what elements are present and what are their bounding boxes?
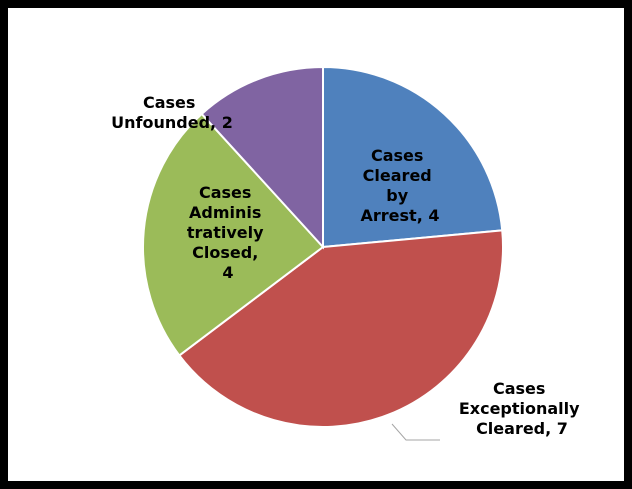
- data-label-line: Arrest, 4: [361, 206, 440, 225]
- pie-slice: [142, 112, 325, 357]
- data-label-line: by: [386, 186, 413, 205]
- data-label-line: Cases: [371, 146, 429, 165]
- data-label-line: Unfounded, 2: [111, 113, 233, 132]
- data-label-line: Exceptionally: [459, 399, 585, 418]
- data-label-line: Cleared: [363, 166, 438, 185]
- pie-slice: [322, 65, 504, 249]
- data-label: Cases Adminis tratively Closed, 4: [187, 183, 269, 282]
- data-label-line: Closed,: [192, 243, 264, 262]
- data-label-line: Cases: [199, 183, 257, 202]
- data-label-line: Cleared, 7: [476, 419, 568, 438]
- data-label-line: Cases: [143, 93, 201, 112]
- data-label: Cases Exceptionally Cleared, 7: [459, 379, 585, 438]
- data-label-line: 4: [222, 263, 233, 282]
- leader-line: [391, 423, 440, 441]
- data-label: Cases Unfounded, 2: [111, 93, 233, 132]
- data-label: Cases Cleared by Arrest, 4: [361, 146, 440, 225]
- data-label-line: tratively: [187, 223, 269, 242]
- pie-slice: [200, 65, 324, 250]
- data-label-line: Adminis: [189, 203, 267, 222]
- pie-slice: [177, 229, 504, 428]
- data-label-line: Cases: [493, 379, 551, 398]
